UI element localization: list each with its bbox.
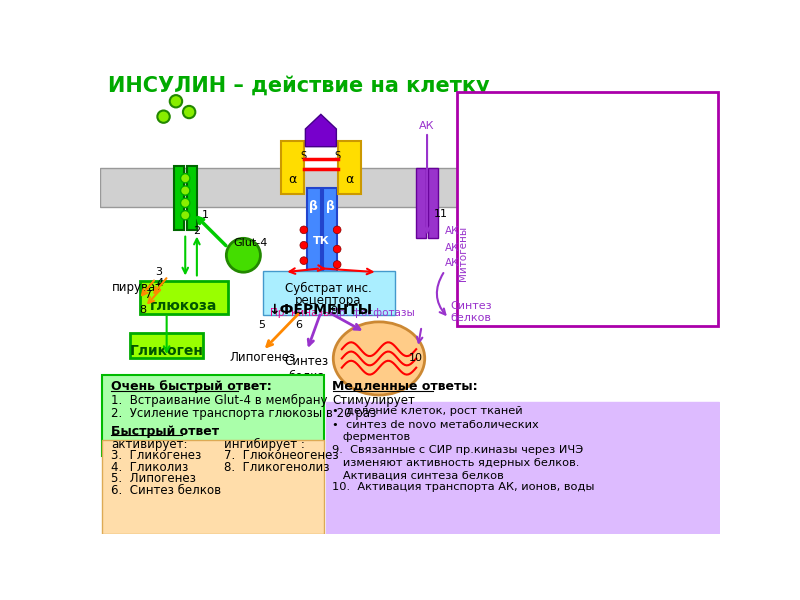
Text: Синтез
белка: Синтез белка [285,355,329,383]
Circle shape [300,226,308,233]
Text: Автофосфорилирование
тирозина: Автофосфорилирование тирозина [465,169,617,198]
Text: ↓ФЕРМЕНТЫ: ↓ФЕРМЕНТЫ [268,303,372,317]
Text: Glut-4: Glut-4 [234,238,268,248]
Polygon shape [306,115,336,146]
Text: Пр. фосфотазы: Пр. фосфотазы [331,308,414,319]
Text: Быстрый ответ: Быстрый ответ [111,425,219,437]
Circle shape [181,186,190,195]
Text: Митогены: Митогены [458,226,468,281]
Text: Гликоген: Гликоген [130,344,203,358]
Text: Пр. киназы: Пр. киназы [270,308,332,319]
Text: •  синтез de novo метаболических
   ферментов: • синтез de novo метаболических ферменто… [333,420,539,442]
Text: ТК: ТК [314,236,330,247]
Text: Конформация рецептора: Конформация рецептора [465,121,622,134]
Text: ИНСУЛИН – действие на клетку: ИНСУЛИН – действие на клетку [108,76,490,97]
Text: Связывание с рецептором: Связывание с рецептором [465,100,630,113]
Text: АК: АК [419,121,435,131]
Text: S: S [335,151,341,161]
Text: 1.  Встраивание Glut-4 в мембрану: 1. Встраивание Glut-4 в мембрану [111,394,327,407]
Text: Контакт с СИР: Контакт с СИР [465,226,554,239]
Text: 1: 1 [202,210,209,220]
Text: 10: 10 [409,353,423,363]
FancyBboxPatch shape [338,141,361,194]
FancyBboxPatch shape [262,271,394,316]
FancyBboxPatch shape [307,187,321,280]
Text: 2.  Усиление транспорта глюкозы в 20 раз: 2. Усиление транспорта глюкозы в 20 раз [111,407,376,420]
Circle shape [334,260,341,268]
Text: 9.  Связанные с СИР пр.киназы через ИЧЭ
   изменяют активность ядерных белков.
 : 9. Связанные с СИР пр.киназы через ИЧЭ и… [333,445,584,480]
Text: Очень быстрый ответ:: Очень быстрый ответ: [111,380,272,393]
Circle shape [170,95,182,107]
Text: 8: 8 [139,305,146,316]
Text: 5: 5 [258,320,265,330]
Circle shape [334,245,341,253]
Text: активирует:: активирует: [111,438,187,451]
Text: Липогенез: Липогенез [230,351,296,364]
Circle shape [158,110,170,123]
Circle shape [334,226,341,233]
Text: АК: АК [445,259,459,268]
Text: 10.  Активация транспорта АК, ионов, воды: 10. Активация транспорта АК, ионов, воды [333,482,595,493]
Text: 4.  Гликолиз: 4. Гликолиз [111,461,188,474]
Text: Активация Пр.киназ, пр.
фосфотаз и ферментов,
связанных с СИР: Активация Пр.киназ, пр. фосфотаз и ферме… [465,267,618,312]
Text: глюкоза: глюкоза [150,299,218,313]
FancyBboxPatch shape [187,166,197,230]
FancyBboxPatch shape [416,168,426,238]
Text: 5.  Липогенез: 5. Липогенез [111,472,196,485]
Text: Повторное изменение
конформации  рецептора: Повторное изменение конформации рецептор… [465,196,626,225]
Text: АК: АК [445,243,459,253]
Text: S: S [301,151,307,161]
Text: пируват: пируват [112,281,162,295]
Text: α: α [346,173,354,186]
Text: 11: 11 [434,209,448,219]
FancyBboxPatch shape [102,374,324,456]
Text: 6.  Синтез белков: 6. Синтез белков [111,484,221,497]
Text: 7: 7 [145,290,152,300]
Circle shape [300,257,308,265]
Text: Стимулирует: Стимулирует [333,394,415,407]
Circle shape [181,173,190,183]
Text: 4: 4 [157,278,164,287]
FancyBboxPatch shape [174,166,184,230]
FancyBboxPatch shape [100,168,464,207]
Ellipse shape [334,322,425,395]
Text: Синтез
белков: Синтез белков [450,301,492,323]
Text: 3.  Гликогенез: 3. Гликогенез [111,449,201,462]
FancyBboxPatch shape [428,168,438,238]
Circle shape [300,241,308,249]
Text: 2: 2 [193,226,200,236]
Circle shape [183,106,195,118]
FancyBboxPatch shape [130,333,203,358]
Text: 6: 6 [296,320,302,330]
Text: 7.  Глюконеогенез: 7. Глюконеогенез [224,449,338,462]
Text: ингибирует :: ингибирует : [224,438,305,451]
Text: Фосфорилирование тирозинов
на СИР: Фосфорилирование тирозинов на СИР [465,243,657,272]
Text: α: α [288,173,296,186]
Text: β: β [310,200,318,213]
FancyBboxPatch shape [139,281,228,314]
Circle shape [181,198,190,208]
Text: •  деление клеток, рост тканей: • деление клеток, рост тканей [333,406,523,416]
Text: 9: 9 [330,306,338,316]
FancyBboxPatch shape [323,187,337,280]
FancyBboxPatch shape [326,401,719,534]
Text: АК: АК [445,226,459,236]
Text: β: β [326,200,334,213]
FancyBboxPatch shape [281,141,304,194]
Circle shape [226,238,261,272]
Text: 3: 3 [155,267,162,277]
Text: рецептора: рецептора [295,294,362,307]
Text: 8.  Гликогенолиз: 8. Гликогенолиз [224,461,330,474]
Circle shape [181,211,190,220]
Text: Субстрат инс.: Субстрат инс. [286,281,372,295]
Text: Медленные ответы:: Медленные ответы: [333,380,478,393]
FancyBboxPatch shape [102,440,324,534]
FancyBboxPatch shape [458,92,718,326]
Text: Активация тирозинкиназы
рецептора: Активация тирозинкиназы рецептора [465,140,633,169]
